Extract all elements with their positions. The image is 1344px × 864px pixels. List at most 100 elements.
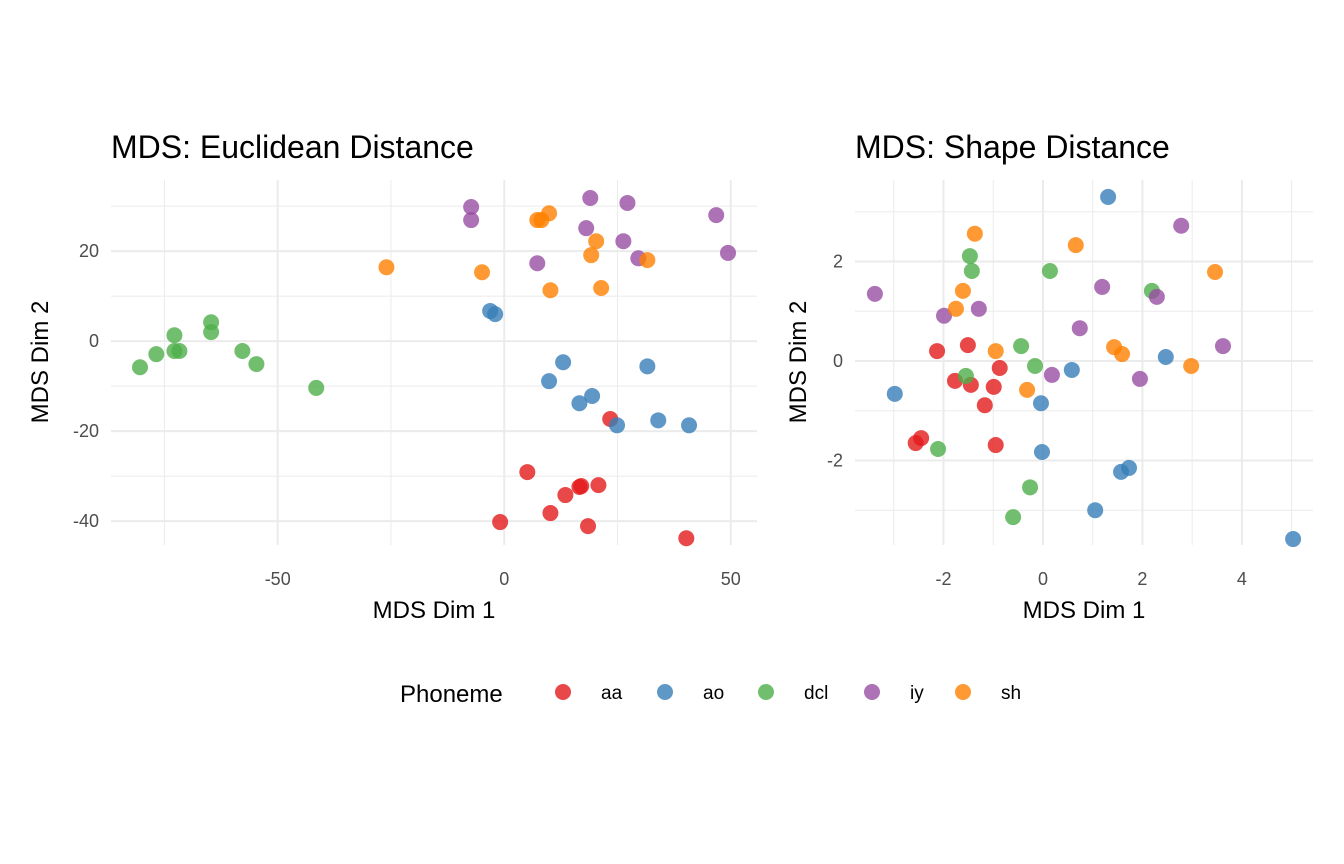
point-ao: [1087, 502, 1104, 519]
x-axis-label: MDS Dim 1: [373, 597, 496, 624]
point-aa: [678, 530, 695, 547]
point-aa: [959, 337, 976, 354]
series-aa: [907, 337, 1008, 454]
legend-swatch: [955, 684, 971, 700]
y-tick-label: 20: [79, 241, 99, 261]
point-sh: [542, 282, 559, 299]
point-dcl: [148, 346, 165, 363]
point-ao: [555, 354, 572, 371]
x-tick-label: -50: [265, 569, 291, 589]
legend-label: iy: [910, 683, 924, 704]
point-dcl: [961, 248, 978, 265]
point-dcl: [1022, 479, 1039, 496]
series-iy: [866, 217, 1231, 387]
point-iy: [720, 244, 737, 261]
point-ao: [487, 306, 504, 323]
point-sh: [583, 247, 600, 264]
point-sh: [639, 252, 656, 269]
x-tick-label: 4: [1237, 569, 1247, 589]
point-sh: [474, 264, 491, 281]
point-sh: [1207, 263, 1224, 280]
point-iy: [1148, 288, 1165, 305]
point-sh: [966, 225, 983, 242]
point-sh: [1183, 357, 1200, 374]
x-tick-label: 2: [1137, 569, 1147, 589]
legend-swatch: [555, 684, 571, 700]
point-dcl: [131, 359, 148, 376]
point-iy: [866, 285, 883, 302]
point-dcl: [957, 367, 974, 384]
point-aa: [519, 464, 536, 481]
point-iy: [1094, 278, 1111, 295]
gridlines: [855, 180, 1313, 545]
point-iy: [463, 212, 480, 229]
legend-label: ao: [703, 683, 724, 704]
point-dcl: [203, 324, 220, 341]
series-ao: [482, 302, 698, 434]
point-ao: [1032, 395, 1049, 412]
series-dcl: [930, 248, 1160, 526]
point-ao: [650, 412, 667, 429]
point-iy: [1173, 217, 1190, 234]
point-aa: [976, 397, 993, 414]
point-ao: [609, 417, 626, 434]
point-iy: [463, 199, 480, 216]
point-iy: [578, 220, 595, 237]
point-aa: [929, 343, 946, 360]
y-tick-label: -40: [73, 511, 99, 531]
panel-euclidean: MDS: Euclidean Distance MDS Dim 1 MDS Di…: [27, 129, 757, 624]
point-iy: [619, 194, 636, 211]
point-ao: [541, 373, 558, 390]
point-sh: [987, 343, 1004, 360]
chart-title: MDS: Euclidean Distance: [111, 129, 474, 165]
point-aa: [985, 378, 1002, 395]
series-sh: [378, 205, 656, 299]
point-iy: [708, 207, 725, 224]
point-dcl: [171, 343, 188, 360]
point-dcl: [166, 327, 183, 344]
point-ao: [681, 417, 698, 434]
point-sh: [1019, 381, 1036, 398]
point-aa: [590, 477, 607, 494]
point-iy: [615, 233, 632, 250]
y-tick-label: 0: [89, 331, 99, 351]
legend-item-iy: iy: [864, 683, 924, 704]
point-iy: [529, 255, 546, 272]
point-ao: [1100, 188, 1117, 205]
series-ao: [886, 188, 1302, 548]
point-aa: [573, 478, 590, 495]
point-ao: [1121, 459, 1138, 476]
point-sh: [1114, 346, 1131, 363]
x-axis-label: MDS Dim 1: [1023, 597, 1146, 624]
point-sh: [947, 300, 964, 317]
point-sh: [378, 259, 395, 276]
legend-label: sh: [1001, 683, 1021, 704]
y-tick-label: -2: [827, 450, 843, 470]
point-ao: [886, 385, 903, 402]
point-aa: [913, 430, 930, 447]
x-tick-label: 50: [721, 569, 741, 589]
legend-swatch: [864, 684, 880, 700]
point-ao: [1285, 531, 1302, 548]
chart-title: MDS: Shape Distance: [855, 129, 1170, 165]
legend-item-aa: aa: [555, 683, 623, 704]
series-dcl: [131, 314, 325, 396]
x-tick-label: 0: [499, 569, 509, 589]
legend-item-dcl: dcl: [758, 683, 828, 704]
point-dcl: [930, 441, 947, 458]
point-ao: [1063, 361, 1080, 378]
series-sh: [947, 225, 1224, 398]
legend-label: dcl: [804, 683, 828, 704]
point-sh: [588, 233, 605, 250]
legend-item-ao: ao: [657, 683, 724, 704]
point-sh: [954, 282, 971, 299]
gridlines: [111, 180, 757, 545]
point-dcl: [1041, 263, 1058, 280]
point-aa: [492, 514, 509, 531]
point-ao: [571, 395, 588, 412]
point-aa: [542, 505, 559, 522]
point-sh: [541, 205, 558, 222]
legend-swatch: [657, 684, 673, 700]
point-aa: [991, 359, 1008, 376]
point-dcl: [308, 379, 325, 396]
